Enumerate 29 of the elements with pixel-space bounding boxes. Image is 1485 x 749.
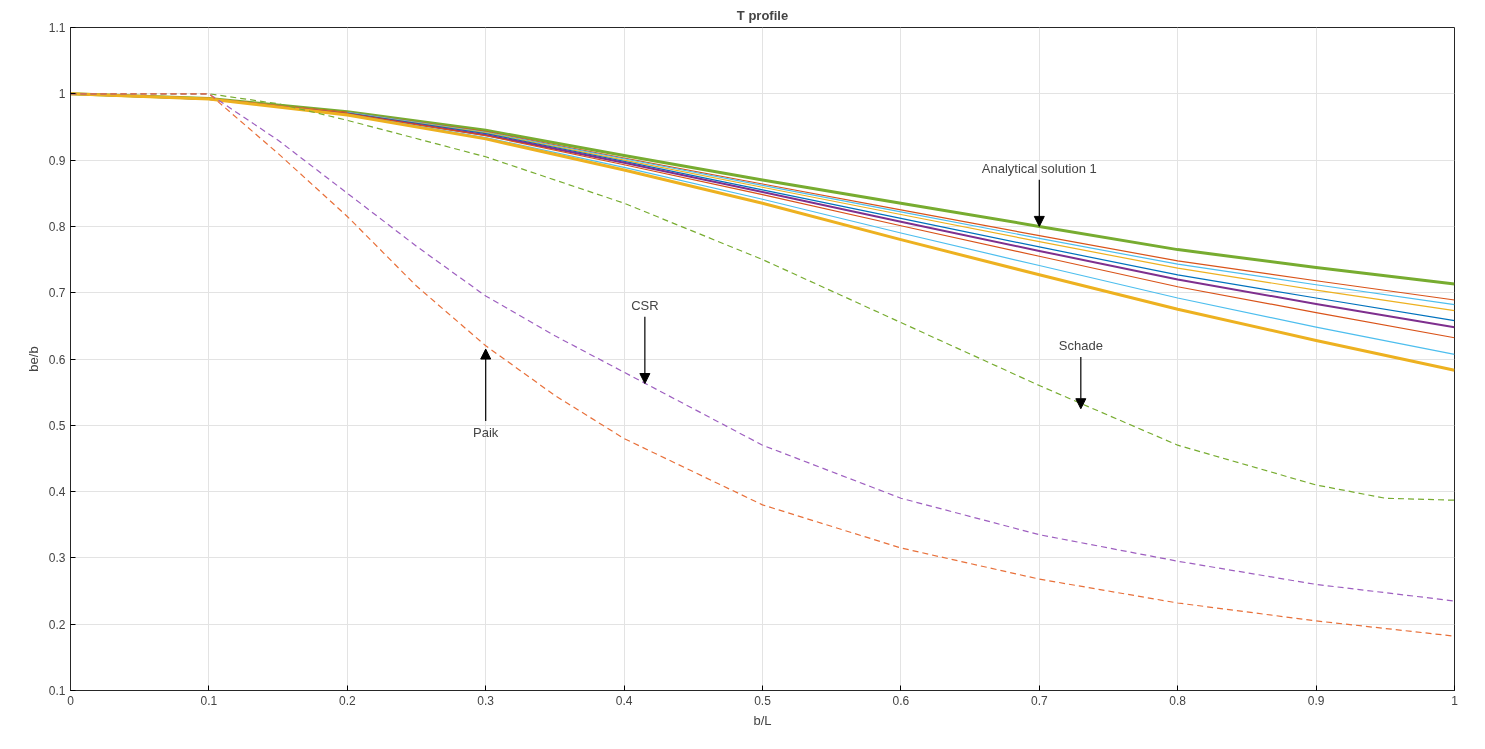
y-tick-label: 0.5 <box>48 418 66 433</box>
x-axis-title: b/L <box>753 712 772 728</box>
y-tick-label: 1 <box>58 87 66 102</box>
y-tick-label: 0.8 <box>48 219 66 234</box>
x-tick-label: 0.1 <box>200 693 218 708</box>
x-tick-label: 0 <box>67 693 75 708</box>
x-tick-label: 0.8 <box>1169 693 1187 708</box>
chart-title: T profile <box>736 7 789 23</box>
y-axis-title: be/b <box>25 346 41 372</box>
x-tick-label: 0.6 <box>892 693 910 708</box>
annotation: Analytical solution 1 <box>981 160 1097 176</box>
y-tick-label: 0.6 <box>48 352 66 367</box>
x-tick-label: 0.7 <box>1030 693 1048 708</box>
y-tick-label: 0.1 <box>48 684 66 698</box>
y-tick-label: 0.9 <box>48 153 66 168</box>
y-tick-label: 0.7 <box>48 286 66 301</box>
x-tick-label: 0.9 <box>1307 693 1325 708</box>
x-tick-label: 0.3 <box>477 693 495 708</box>
y-tick-label: 0.2 <box>48 617 66 632</box>
x-tick-label: 0.5 <box>754 693 772 708</box>
x-tick-label: 1 <box>1451 693 1459 708</box>
annotation: Schade <box>1058 338 1103 354</box>
x-tick-label: 0.2 <box>338 693 356 708</box>
annotation: Paik <box>473 424 499 440</box>
annotation: CSR <box>631 297 659 313</box>
y-tick-label: 0.4 <box>48 485 66 500</box>
y-tick-label: 0.3 <box>48 551 66 566</box>
y-tick-label: 1.1 <box>48 21 66 35</box>
x-tick-label: 0.4 <box>615 693 633 708</box>
